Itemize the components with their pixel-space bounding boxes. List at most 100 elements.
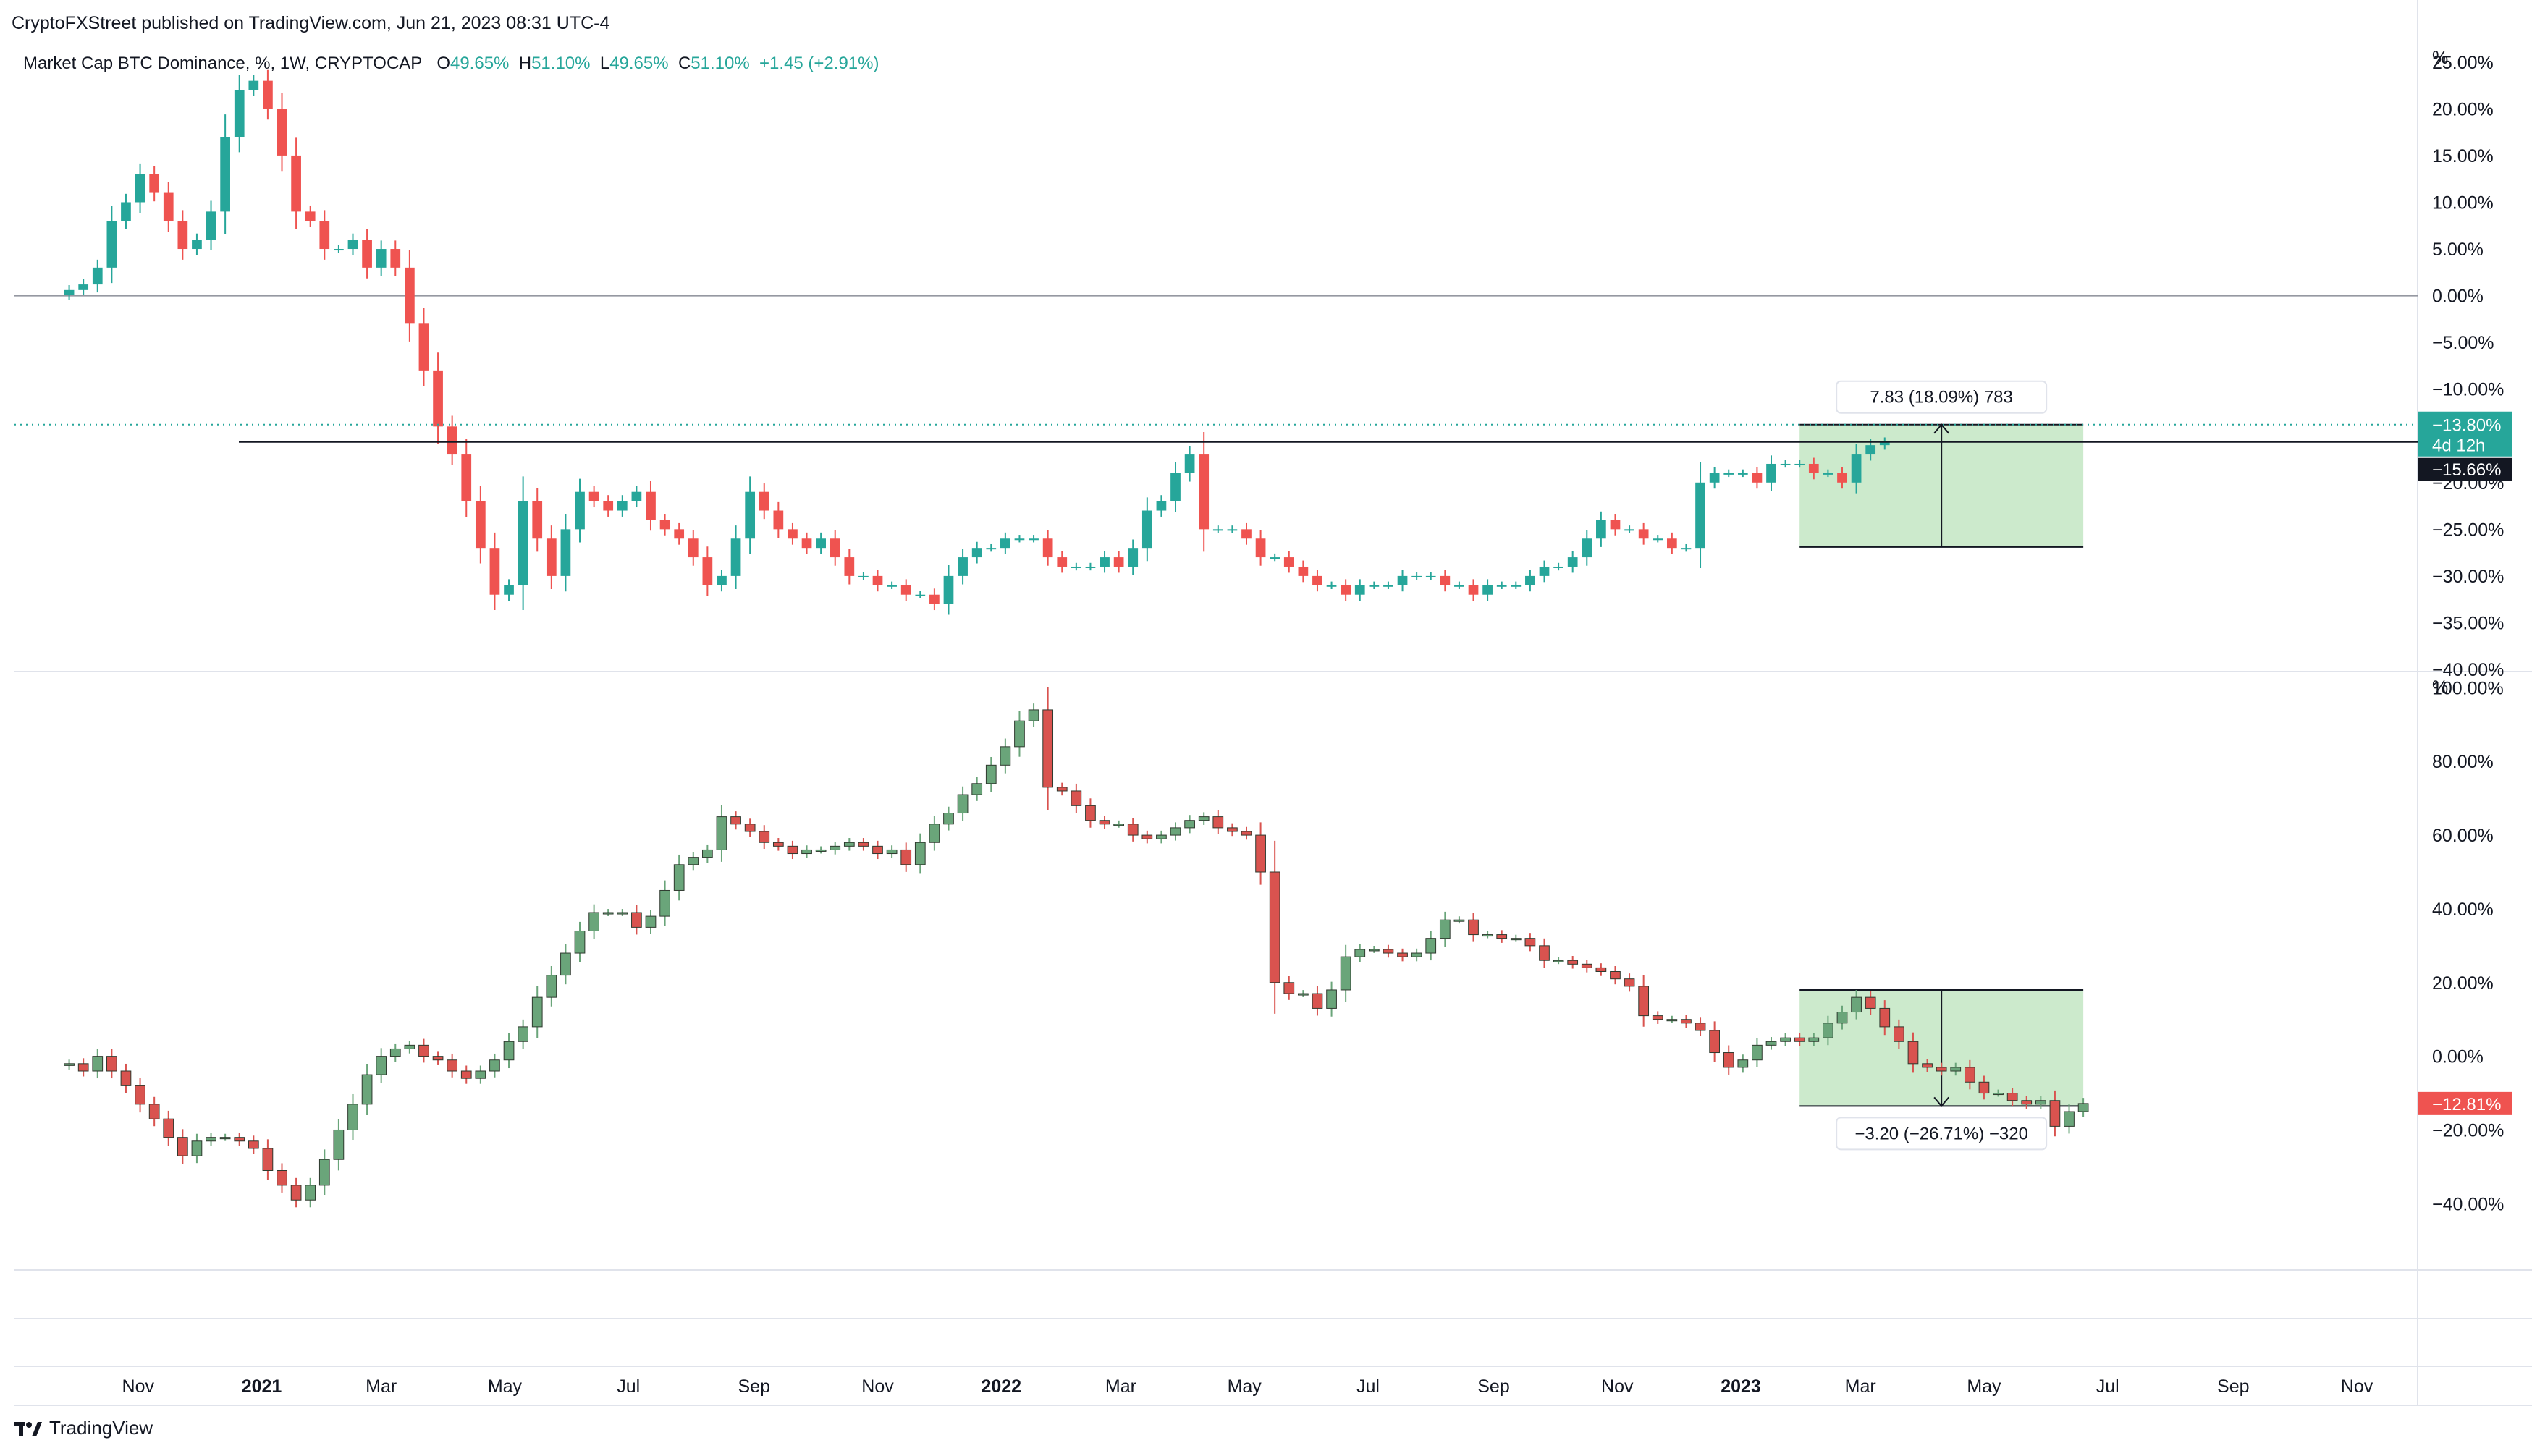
y-tick-label: 80.00%	[2432, 752, 2494, 772]
candle-body	[1865, 996, 1876, 1009]
candle-body	[219, 1137, 231, 1140]
candle-body	[135, 1085, 145, 1105]
countdown-label: 4d 12h	[2432, 436, 2485, 456]
candle-body	[405, 267, 415, 324]
candle-body	[531, 996, 543, 1028]
candle-body	[929, 824, 940, 843]
candle-body	[1666, 538, 1677, 549]
candle-body	[503, 1041, 515, 1061]
x-tick-label: Nov	[1601, 1376, 1634, 1397]
candle-body	[1638, 986, 1650, 1017]
candle-body	[1383, 585, 1393, 587]
measure-label: 7.83 (18.09%) 783	[1870, 388, 2012, 407]
candle-body	[659, 889, 670, 917]
y-tick-label: 10.00%	[2432, 192, 2494, 213]
candle-body	[389, 1048, 401, 1057]
last-price-badge	[2418, 1091, 2512, 1115]
candle-body	[1099, 820, 1110, 825]
y-tick-label: 25.00%	[2432, 53, 2494, 73]
candle-body	[801, 849, 812, 855]
candle-body	[773, 510, 784, 530]
candle-body	[1851, 996, 1862, 1013]
candle-body	[376, 1056, 387, 1075]
candle-body	[602, 912, 614, 915]
candle-body	[1425, 575, 1436, 577]
candle-body	[92, 1056, 104, 1072]
candle-body	[2006, 1093, 2018, 1101]
candle-body	[801, 538, 812, 549]
candle-body	[220, 137, 230, 212]
candle-body	[886, 849, 898, 855]
candle-body	[574, 930, 586, 954]
candle-body	[1127, 824, 1139, 836]
legend-symbol: Market Cap BTC Dominance, %, 1W, CRYPTOC…	[23, 54, 423, 73]
candle-body	[447, 426, 457, 455]
candle-body	[2077, 1103, 2089, 1112]
candle-body	[1439, 919, 1451, 939]
candle-body	[900, 849, 912, 865]
candle-body	[730, 816, 741, 825]
candle-body	[645, 915, 657, 928]
candle-body	[192, 240, 202, 250]
candle-body	[277, 1170, 287, 1186]
candle-body	[1482, 934, 1493, 937]
candle-body	[1496, 934, 1508, 939]
candle-body	[1042, 709, 1054, 788]
measure-label-box	[1836, 380, 2048, 414]
candle-body	[1638, 529, 1649, 539]
candle-body	[1128, 548, 1139, 567]
candle-body	[262, 1148, 274, 1172]
candle-body	[1453, 919, 1465, 922]
x-tick-label: May	[1967, 1376, 2001, 1397]
candle-body	[248, 1140, 259, 1149]
candle-body	[1454, 585, 1464, 587]
x-tick-label: Nov	[861, 1376, 894, 1397]
brand-label: TradingView	[49, 1417, 153, 1439]
candle-body	[1695, 1023, 1706, 1031]
tradingview-brand: TradingView	[14, 1417, 153, 1439]
candle-body	[1737, 473, 1748, 475]
candle-body	[2021, 1100, 2033, 1105]
candle-body	[148, 1104, 160, 1119]
candle-body	[390, 249, 401, 268]
candle-body	[1312, 993, 1323, 1009]
candle-body	[900, 585, 911, 595]
candle-body	[1440, 575, 1451, 585]
candle-body	[120, 1070, 132, 1086]
candle-body	[1539, 566, 1550, 576]
candle-body	[1269, 871, 1280, 983]
candle-body	[1354, 585, 1365, 595]
candle-body	[631, 912, 642, 928]
candle-body	[1907, 1041, 1919, 1065]
y-tick-label: 0.00%	[2432, 287, 2484, 307]
candle-body	[1141, 510, 1152, 549]
measure-arrowhead	[1933, 423, 1949, 434]
candle-body	[206, 1137, 216, 1142]
candle-body	[646, 491, 656, 520]
candle-body	[291, 155, 301, 212]
candle-body	[943, 575, 954, 604]
candle-body	[1936, 1067, 1947, 1072]
candle-body	[92, 267, 103, 285]
candle-body	[986, 548, 997, 550]
candle-body	[1028, 709, 1039, 721]
candle-body	[290, 1185, 302, 1201]
x-tick-label: 2023	[1721, 1376, 1761, 1397]
candle-body	[404, 1044, 415, 1049]
candle-body	[816, 538, 826, 549]
x-tick-label: Nov	[122, 1376, 155, 1397]
candle-body	[432, 1056, 444, 1061]
candle-body	[1085, 566, 1096, 568]
candle-body	[234, 90, 245, 137]
candle-body	[418, 323, 429, 371]
candle-body	[1765, 1041, 1777, 1046]
candle-body	[248, 80, 259, 90]
candle-body	[1283, 557, 1294, 567]
candle-body	[1610, 520, 1621, 530]
legend-high-label: H	[518, 54, 532, 73]
candle-body	[1383, 949, 1394, 954]
candle-body	[1851, 454, 1862, 483]
candle-body	[887, 585, 897, 587]
candle-body	[460, 1070, 472, 1079]
candle-body	[1212, 816, 1224, 829]
